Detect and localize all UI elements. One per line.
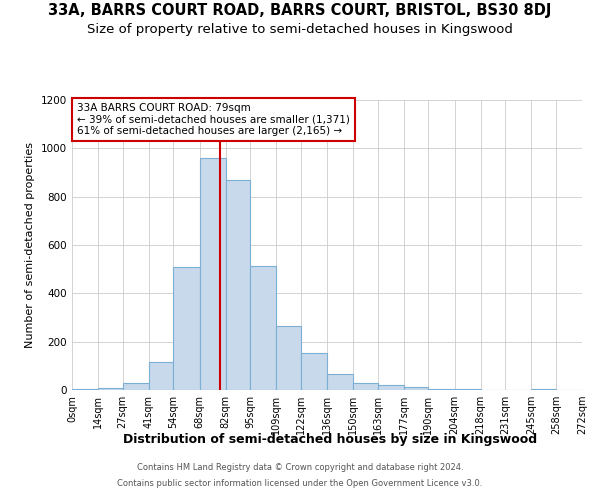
Text: Contains public sector information licensed under the Open Government Licence v3: Contains public sector information licen… xyxy=(118,478,482,488)
Text: 33A BARRS COURT ROAD: 79sqm
← 39% of semi-detached houses are smaller (1,371)
61: 33A BARRS COURT ROAD: 79sqm ← 39% of sem… xyxy=(77,103,350,136)
Bar xyxy=(377,384,404,390)
Bar xyxy=(122,384,149,390)
Bar xyxy=(72,389,98,390)
Text: Distribution of semi-detached houses by size in Kingswood: Distribution of semi-detached houses by … xyxy=(123,432,537,446)
Bar xyxy=(301,352,327,390)
Bar xyxy=(428,389,455,390)
Bar xyxy=(353,383,377,390)
Bar xyxy=(149,362,173,390)
Bar xyxy=(250,266,277,390)
Bar xyxy=(173,267,199,390)
Y-axis label: Number of semi-detached properties: Number of semi-detached properties xyxy=(25,142,35,348)
Bar xyxy=(327,374,353,390)
Bar xyxy=(404,387,428,390)
Bar xyxy=(199,158,226,390)
Text: Size of property relative to semi-detached houses in Kingswood: Size of property relative to semi-detach… xyxy=(87,22,513,36)
Bar xyxy=(226,180,250,390)
Bar xyxy=(277,326,301,390)
Text: Contains HM Land Registry data © Crown copyright and database right 2024.: Contains HM Land Registry data © Crown c… xyxy=(137,464,463,472)
Bar xyxy=(98,388,122,390)
Text: 33A, BARRS COURT ROAD, BARRS COURT, BRISTOL, BS30 8DJ: 33A, BARRS COURT ROAD, BARRS COURT, BRIS… xyxy=(49,2,551,18)
Bar xyxy=(532,389,556,390)
